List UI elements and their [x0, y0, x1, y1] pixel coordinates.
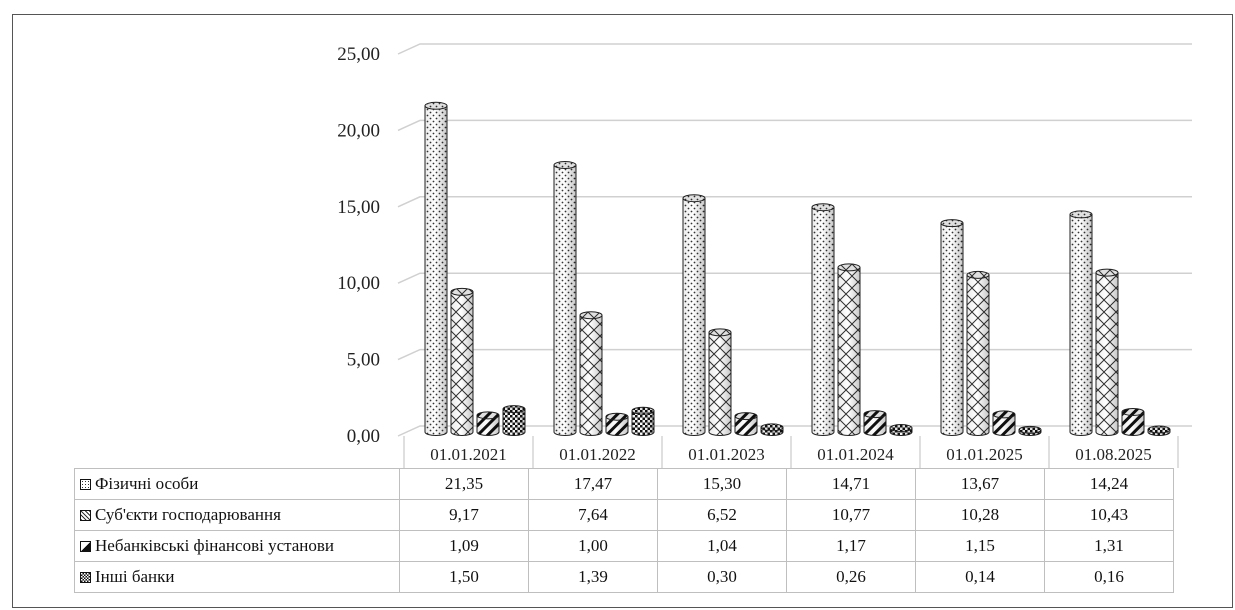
gridline	[397, 196, 1192, 208]
bar	[966, 270, 990, 436]
gridline	[397, 43, 1192, 55]
x-category-label: 01.01.2023	[688, 445, 765, 464]
table-cell: 1,15	[915, 530, 1045, 562]
table-cell: 14,71	[786, 468, 916, 500]
table-cell: 9,17	[399, 499, 529, 531]
series-name: Суб'єкти господарювання	[95, 505, 281, 524]
legend-key-icon	[80, 572, 91, 583]
legend-key-icon	[80, 541, 91, 552]
x-category-label: 01.08.2025	[1075, 445, 1152, 464]
table-cell: 1,17	[786, 530, 916, 562]
table-row: Суб'єкти господарювання 9,17 7,64 6,52 10,77…	[74, 499, 1174, 531]
bar	[476, 411, 500, 436]
table-cell: 1,04	[657, 530, 787, 562]
bar	[940, 219, 964, 436]
y-tick-label: 0,00	[347, 426, 380, 447]
x-category-label: 01.01.2021	[430, 445, 507, 464]
table-cell: 0,16	[1044, 561, 1174, 593]
table-cell: 15,30	[657, 468, 787, 500]
series-label: Інші банки	[74, 561, 400, 593]
gridline	[397, 348, 1192, 361]
series-name: Фізичні особи	[95, 474, 199, 493]
table-cell: 10,43	[1044, 499, 1174, 531]
series-name: Небанківські фінансові установи	[95, 536, 335, 555]
bar	[837, 263, 861, 436]
bar	[682, 194, 706, 436]
bar	[811, 203, 835, 436]
bar	[1069, 210, 1093, 436]
series-name: Інші банки	[95, 567, 175, 586]
series-label: Суб'єкти господарювання	[74, 499, 400, 531]
bar	[708, 328, 732, 436]
gridline	[397, 272, 1192, 284]
bar	[992, 410, 1016, 436]
series-label: Фізичні особи	[74, 468, 400, 500]
y-tick-label: 15,00	[337, 197, 380, 218]
table-cell: 10,77	[786, 499, 916, 531]
y-tick-label: 10,00	[337, 273, 380, 294]
x-category-label: 01.01.2024	[817, 445, 894, 464]
bar	[631, 406, 655, 436]
y-tick-label: 20,00	[337, 120, 380, 141]
table-cell: 1,31	[1044, 530, 1174, 562]
bar	[502, 405, 526, 436]
bar	[863, 410, 887, 436]
bar	[1121, 407, 1145, 436]
gridline	[397, 425, 1192, 437]
bar	[1095, 268, 1119, 436]
bar	[1147, 425, 1171, 436]
data-table: Фізичні особи 21,35 17,47 15,30 14,71 13,67 14…	[74, 468, 1174, 593]
table-cell: 14,24	[1044, 468, 1174, 500]
bar	[889, 424, 913, 436]
legend-key-icon	[80, 510, 91, 521]
bar	[424, 101, 448, 436]
table-cell: 1,50	[399, 561, 529, 593]
table-cell: 1,00	[528, 530, 658, 562]
table-cell: 1,09	[399, 530, 529, 562]
y-tick-label: 5,00	[347, 350, 380, 371]
table-cell: 0,30	[657, 561, 787, 593]
table-cell: 7,64	[528, 499, 658, 531]
table-row: Інші банки 1,50 1,39 0,30 0,26 0,14 0,16	[74, 561, 1174, 593]
table-cell: 10,28	[915, 499, 1045, 531]
table-cell: 13,67	[915, 468, 1045, 500]
bar	[1018, 425, 1042, 436]
table-cell: 21,35	[399, 468, 529, 500]
bar	[605, 412, 629, 436]
gridline	[397, 119, 1192, 132]
table-row: Фізичні особи 21,35 17,47 15,30 14,71 13,67 14…	[74, 468, 1174, 500]
series-label: Небанківські фінансові установи	[74, 530, 400, 562]
table-cell: 0,26	[786, 561, 916, 593]
y-tick-label: 25,00	[337, 44, 380, 65]
x-category-label: 01.01.2025	[946, 445, 1023, 464]
legend-key-icon	[80, 479, 91, 490]
table-cell: 17,47	[528, 468, 658, 500]
table-cell: 1,39	[528, 561, 658, 593]
table-cell: 6,52	[657, 499, 787, 531]
bar	[734, 412, 758, 436]
bar	[760, 423, 784, 436]
table-cell: 0,14	[915, 561, 1045, 593]
bar	[450, 287, 474, 436]
table-row: Небанківські фінансові установи 1,09 1,00 1…	[74, 530, 1174, 562]
bar	[553, 161, 577, 436]
x-category-label: 01.01.2022	[559, 445, 636, 464]
bar	[579, 311, 603, 436]
